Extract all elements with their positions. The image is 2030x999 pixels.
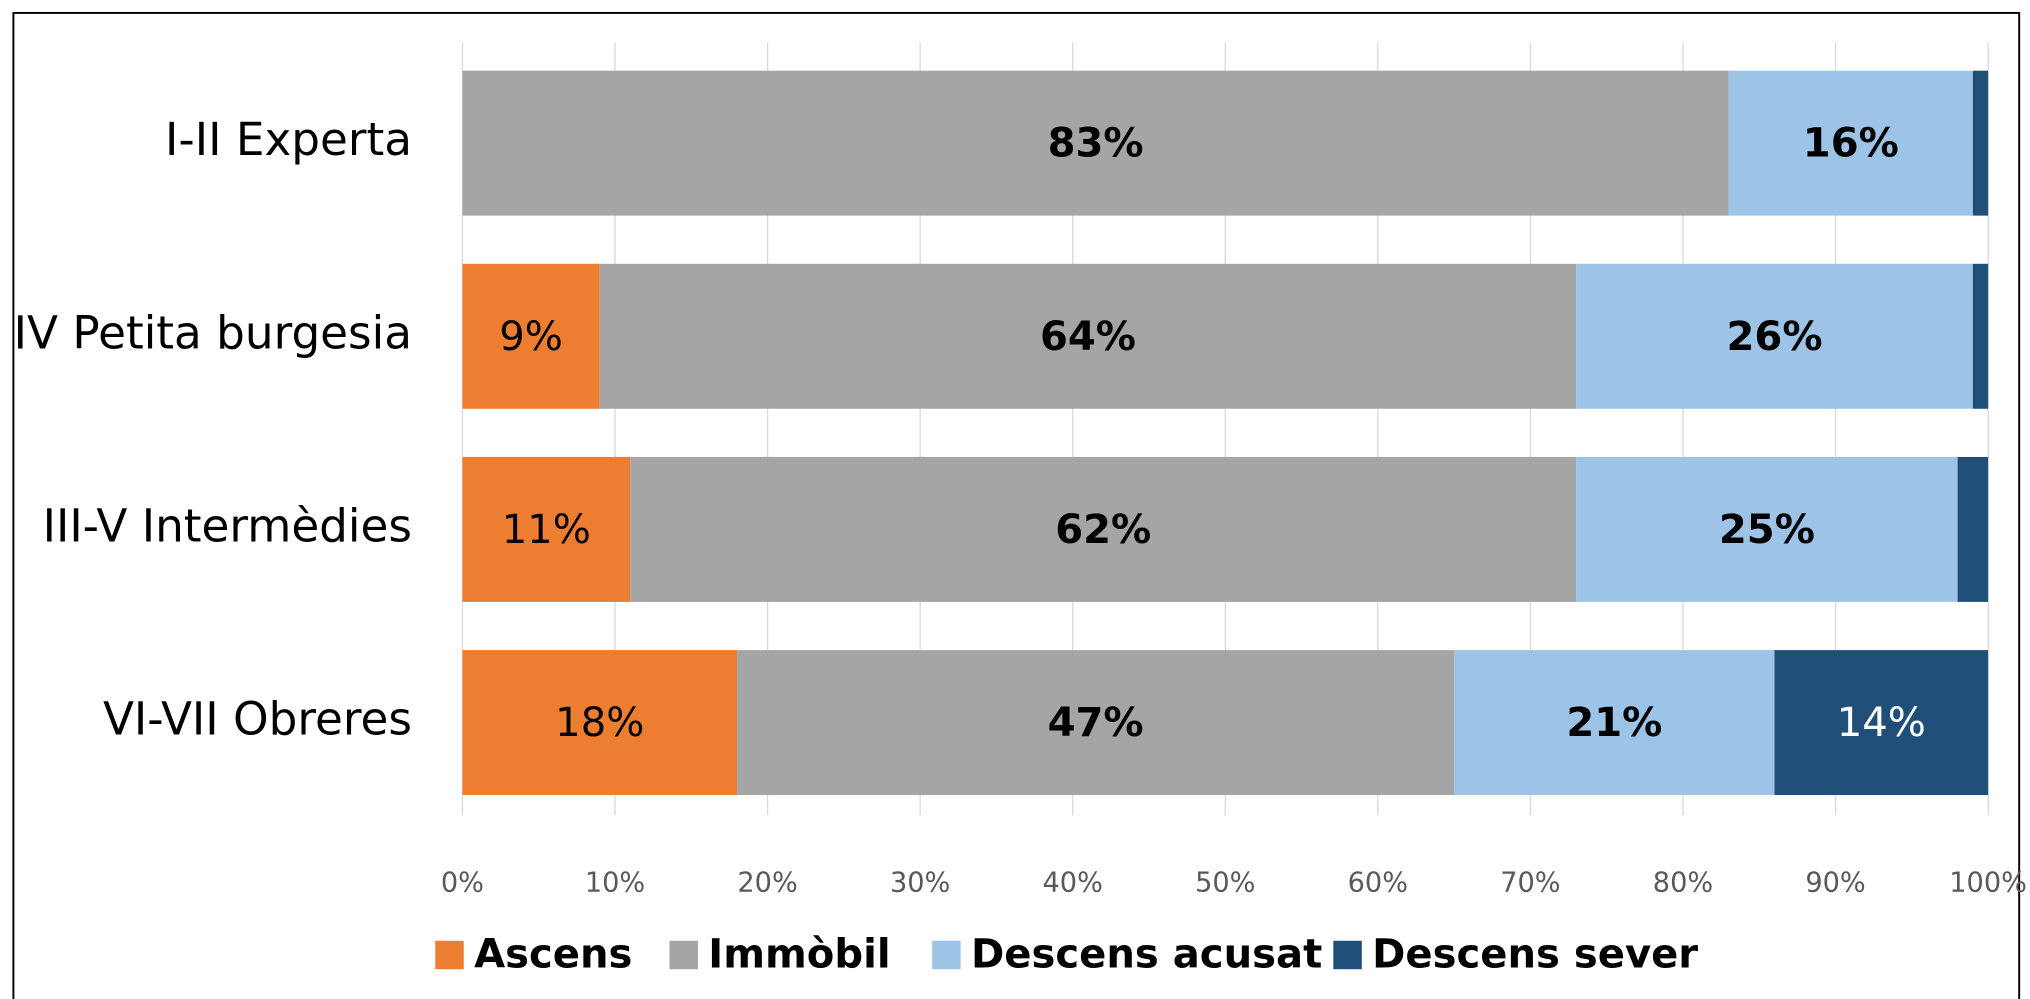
y-tick-label: VI-VII Obreres [103, 693, 412, 746]
x-tick-label: 50% [1195, 867, 1255, 898]
data-label: 21% [1566, 700, 1662, 746]
y-tick-label: III-V Intermèdies [43, 499, 412, 552]
bar-segment [462, 263, 600, 409]
legend-label: Descens acusat [971, 931, 1322, 977]
bar-segment [1576, 456, 1958, 602]
legend-swatch [435, 940, 464, 970]
x-tick-label: 10% [585, 867, 645, 898]
bar-segment [1957, 456, 1989, 602]
bar-segment [1576, 263, 1973, 409]
data-label: 25% [1719, 507, 1815, 553]
x-tick-label: 90% [1805, 867, 1865, 898]
data-label: 26% [1727, 314, 1823, 360]
bar-segment [462, 456, 631, 602]
legend-label: Descens sever [1372, 931, 1698, 977]
data-label: 9% [499, 314, 563, 360]
bar-segment [462, 70, 1729, 216]
legend-swatch [932, 940, 961, 970]
data-label: 47% [1048, 700, 1144, 746]
data-label: 62% [1055, 507, 1151, 553]
legend-swatch [1333, 940, 1362, 970]
bar-segment [1454, 650, 1775, 796]
bar-segment [737, 650, 1455, 796]
bar-segment [1728, 70, 1973, 216]
bar-segment [599, 263, 1577, 409]
data-label: 18% [555, 700, 644, 746]
bar-segment [1972, 70, 1989, 216]
x-tick-label: 60% [1348, 867, 1408, 898]
legend-swatch [669, 940, 698, 970]
bar-segment [462, 650, 738, 796]
x-tick-label: 40% [1043, 867, 1103, 898]
bar-segment [630, 456, 1577, 602]
bar-segment [1972, 263, 1989, 409]
x-tick-label: 70% [1500, 867, 1560, 898]
legend-label: Ascens [474, 931, 632, 977]
data-label: 64% [1040, 314, 1136, 360]
x-tick-label: 20% [737, 867, 797, 898]
data-label: 83% [1048, 121, 1144, 167]
x-tick-label: 0% [441, 867, 484, 898]
x-tick-label: 80% [1653, 867, 1713, 898]
y-tick-label: IV Petita burgesia [14, 306, 412, 359]
x-tick-label: 100% [1949, 867, 2027, 898]
y-tick-label: I-II Experta [165, 113, 412, 166]
data-label: 16% [1803, 121, 1899, 167]
x-tick-label: 30% [890, 867, 950, 898]
data-label: 11% [502, 507, 591, 553]
legend-label: Immòbil [708, 931, 890, 977]
bar-segment [1774, 650, 1989, 796]
data-label: 14% [1837, 700, 1926, 746]
